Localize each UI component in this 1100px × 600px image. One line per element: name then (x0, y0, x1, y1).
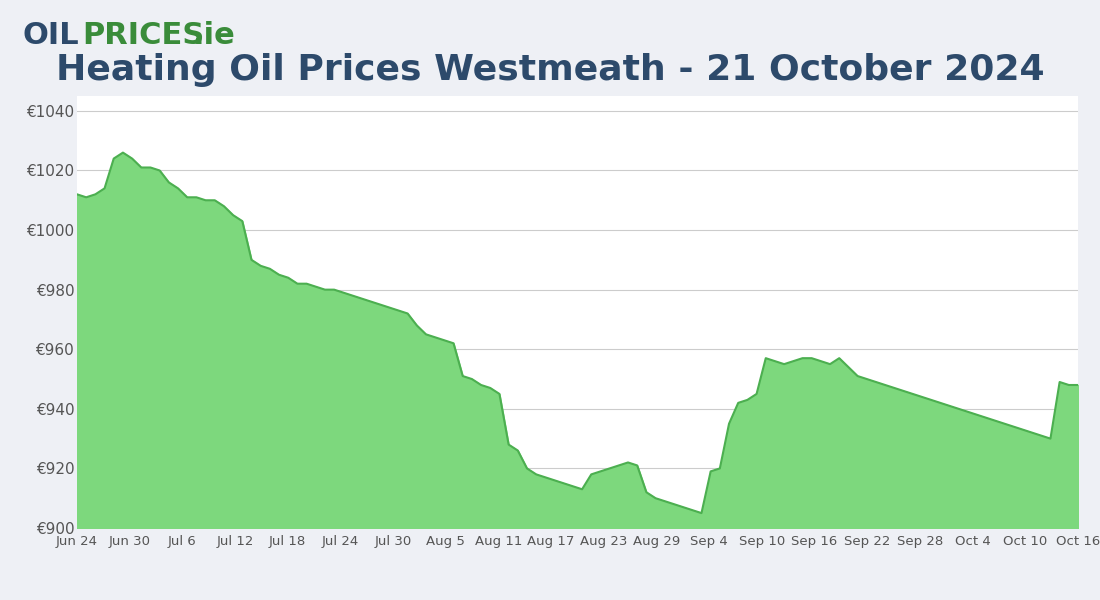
Text: PRICES: PRICES (82, 22, 205, 50)
Text: .ie: .ie (192, 22, 235, 50)
Text: Heating Oil Prices Westmeath - 21 October 2024: Heating Oil Prices Westmeath - 21 Octobe… (56, 53, 1044, 87)
Text: OIL: OIL (22, 22, 78, 50)
